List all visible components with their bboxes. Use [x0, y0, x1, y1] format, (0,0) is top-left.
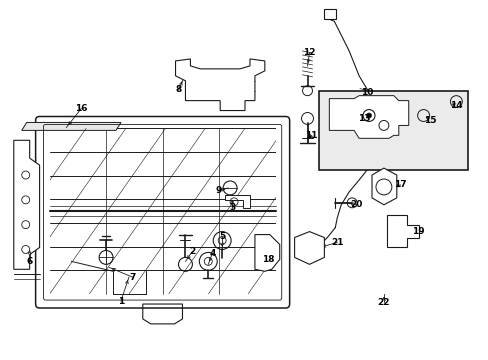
Polygon shape	[21, 122, 121, 130]
Text: 8: 8	[175, 85, 181, 94]
Text: 20: 20	[349, 200, 362, 209]
Text: 22: 22	[377, 298, 389, 307]
Circle shape	[366, 113, 371, 118]
Polygon shape	[386, 215, 418, 247]
Text: 11: 11	[305, 131, 317, 140]
Polygon shape	[175, 59, 264, 111]
Text: 21: 21	[330, 238, 343, 247]
Text: 1: 1	[118, 297, 124, 306]
Text: 7: 7	[129, 273, 136, 282]
Polygon shape	[224, 195, 249, 208]
Text: 5: 5	[219, 232, 225, 241]
Text: 19: 19	[411, 227, 424, 236]
Polygon shape	[14, 140, 40, 269]
Polygon shape	[254, 235, 279, 271]
Text: 3: 3	[228, 203, 235, 212]
Text: 4: 4	[209, 249, 215, 258]
Text: 6: 6	[26, 257, 33, 266]
Text: 12: 12	[303, 49, 315, 58]
Bar	[319, 91, 468, 170]
Text: 15: 15	[424, 116, 436, 125]
FancyBboxPatch shape	[36, 117, 289, 308]
Text: 13: 13	[357, 114, 369, 123]
Polygon shape	[371, 168, 396, 205]
Text: 9: 9	[215, 186, 221, 195]
Polygon shape	[294, 231, 324, 264]
Polygon shape	[328, 96, 408, 138]
Bar	[324, 9, 336, 19]
Text: 2: 2	[189, 247, 195, 256]
Text: 18: 18	[261, 255, 273, 264]
Text: 17: 17	[394, 180, 407, 189]
Text: 16: 16	[75, 104, 87, 113]
Text: 14: 14	[449, 101, 462, 110]
Text: 10: 10	[360, 88, 372, 97]
